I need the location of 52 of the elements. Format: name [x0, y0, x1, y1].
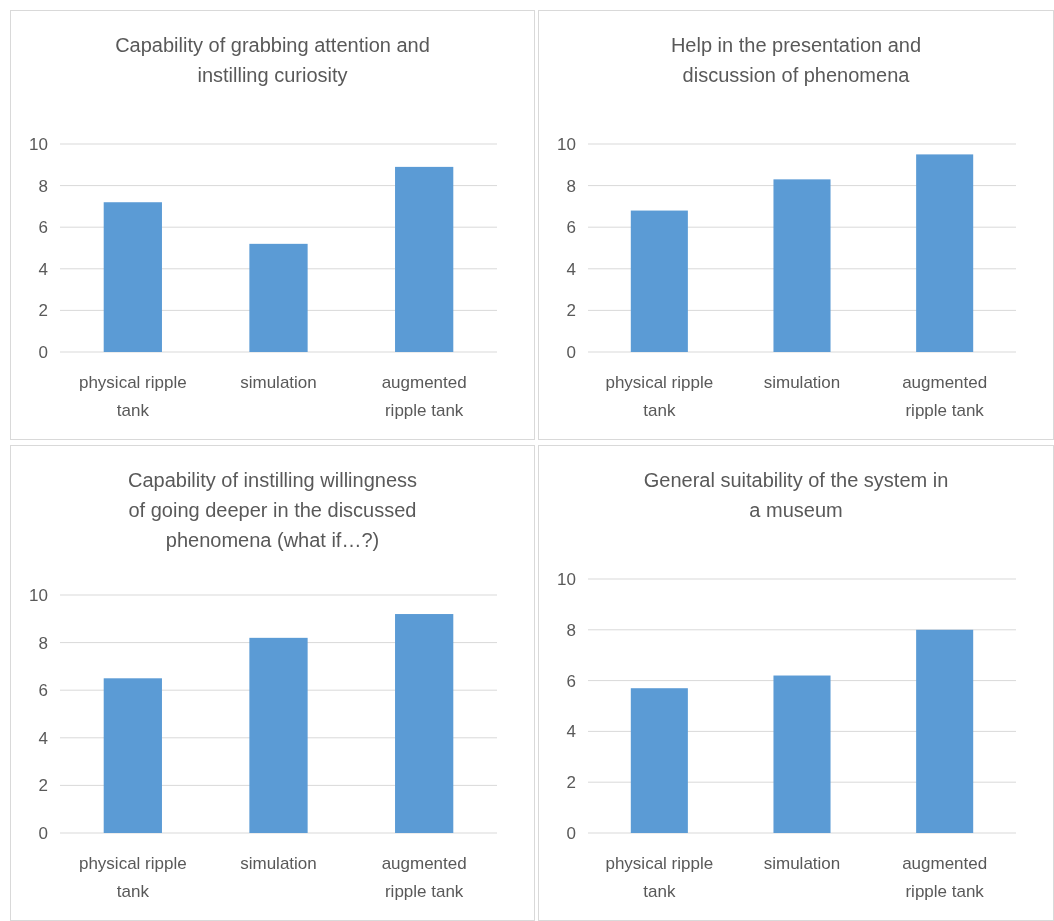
- y-tick-label: 6: [566, 671, 576, 691]
- y-tick-label: 10: [557, 134, 576, 154]
- chart-title: Capability of grabbing attention and instilling curiosity: [115, 34, 430, 86]
- x-tick-label: augmented ripple tank: [381, 854, 467, 901]
- x-tick-label: simulation: [240, 373, 317, 392]
- y-tick-label: 6: [566, 218, 576, 238]
- x-tick-label: simulation: [763, 373, 841, 392]
- y-tick-label: 0: [566, 342, 576, 362]
- x-tick-label: simulation: [240, 854, 317, 873]
- x-tick-label: augmented ripple tank: [381, 373, 467, 420]
- x-tick-label: physical ripple tank: [605, 373, 714, 420]
- x-tick-label: physical ripple tank: [78, 854, 187, 901]
- bar: [395, 166, 454, 352]
- bar: [773, 179, 831, 352]
- y-tick-label: 4: [566, 259, 576, 279]
- chart-title: Help in the presentation and discussion of phenomena: [670, 34, 922, 86]
- y-tick-label: 6: [38, 681, 48, 701]
- y-tick-label: 2: [38, 301, 48, 321]
- y-tick-label: 10: [557, 569, 576, 589]
- y-tick-label: 0: [566, 823, 576, 843]
- y-tick-label: 2: [566, 301, 576, 321]
- y-tick-label: 8: [566, 620, 576, 640]
- y-tick-label: 2: [566, 773, 576, 793]
- x-tick-label: physical ripple tank: [605, 854, 714, 901]
- y-tick-label: 4: [38, 728, 48, 748]
- y-tick-label: 8: [566, 176, 576, 196]
- chart-title: General suitability of the system in a museum: [643, 469, 949, 521]
- chart-title: Capability of instilling willingness of going deeper in the discussed phenomena (what if…?): [127, 469, 418, 551]
- bar: [773, 675, 831, 833]
- bar: [103, 202, 162, 352]
- x-tick-label: physical ripple tank: [78, 373, 187, 420]
- bar: [630, 688, 688, 833]
- y-tick-label: 0: [38, 342, 48, 362]
- bar: [630, 210, 688, 352]
- x-tick-label: augmented ripple tank: [902, 373, 988, 420]
- x-tick-label: augmented ripple tank: [902, 854, 988, 901]
- y-tick-label: 8: [38, 176, 48, 196]
- y-tick-label: 2: [38, 776, 48, 796]
- bar: [249, 637, 308, 833]
- bar: [395, 614, 454, 833]
- x-tick-label: simulation: [763, 854, 841, 873]
- bar: [916, 154, 974, 352]
- y-tick-label: 0: [38, 823, 48, 843]
- y-tick-label: 10: [29, 134, 48, 154]
- bar: [916, 629, 974, 833]
- bar: [249, 243, 308, 352]
- y-tick-label: 4: [38, 259, 48, 279]
- bar: [103, 678, 162, 833]
- y-tick-label: 10: [29, 585, 48, 605]
- y-tick-label: 8: [38, 633, 48, 653]
- y-tick-label: 4: [566, 722, 576, 742]
- y-tick-label: 6: [38, 218, 48, 238]
